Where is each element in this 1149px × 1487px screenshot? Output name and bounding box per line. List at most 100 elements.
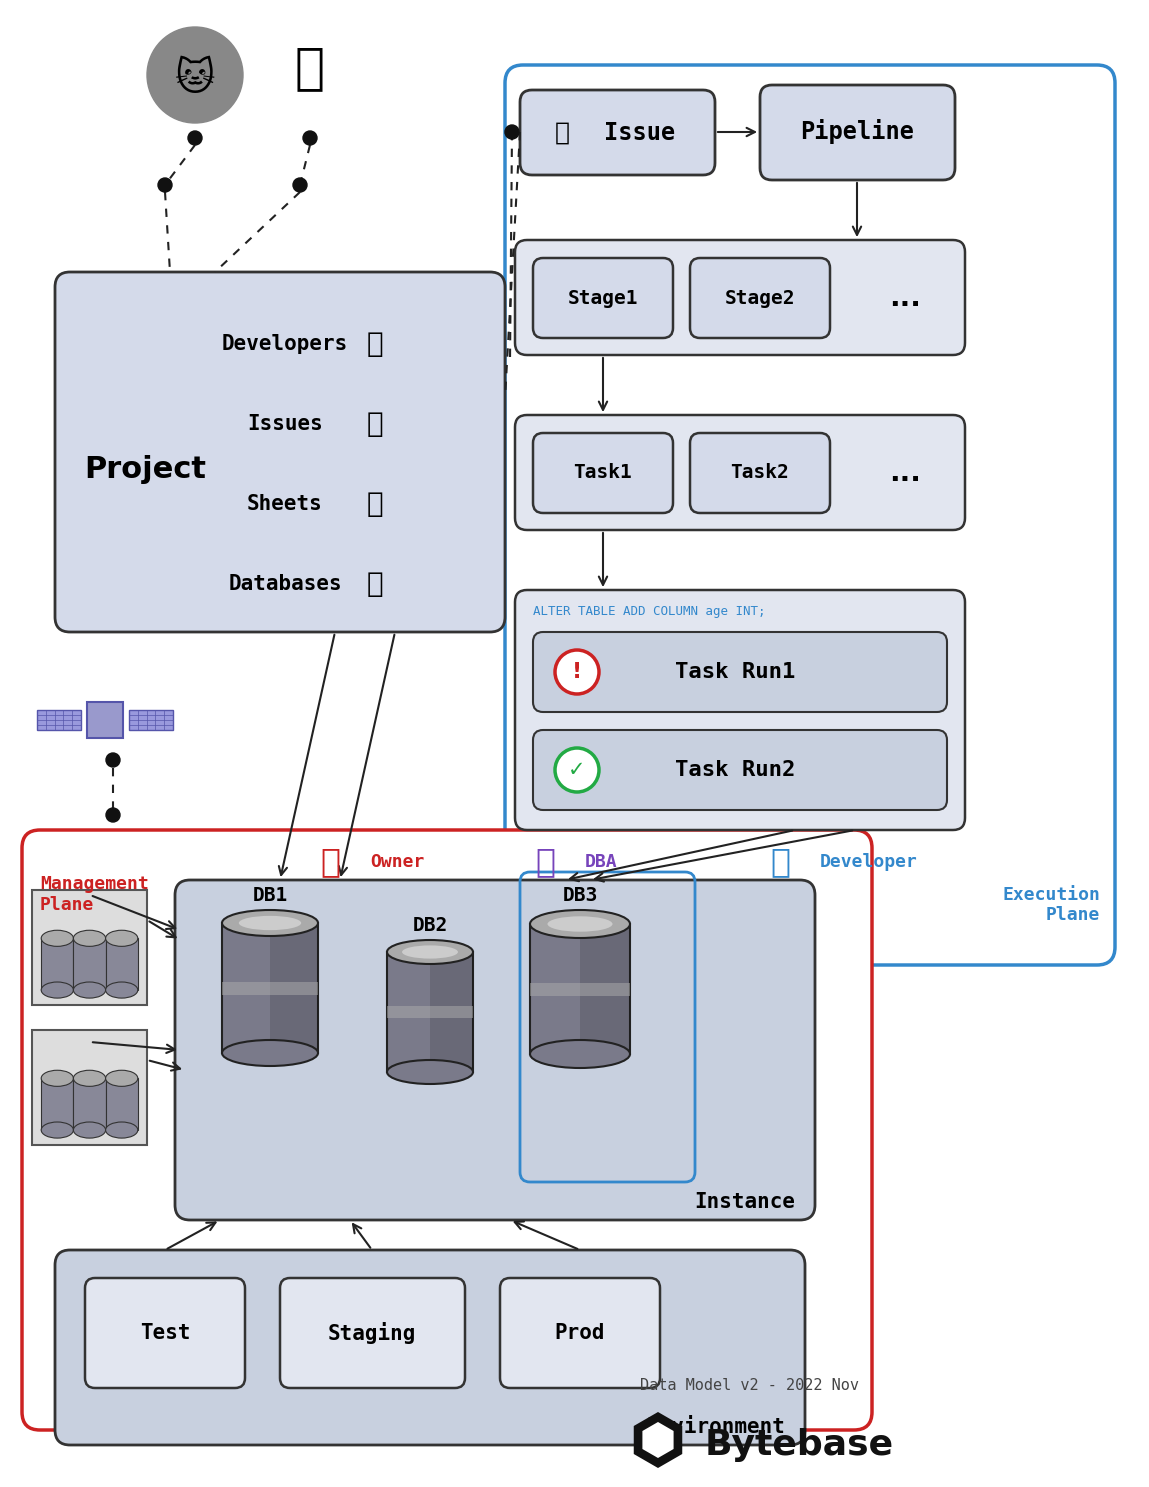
Text: Sheets: Sheets xyxy=(247,494,323,515)
FancyBboxPatch shape xyxy=(55,272,506,632)
Bar xyxy=(222,981,318,995)
Text: Task Run1: Task Run1 xyxy=(674,662,795,683)
FancyBboxPatch shape xyxy=(175,880,815,1219)
Text: Issue: Issue xyxy=(604,120,676,146)
Text: !: ! xyxy=(572,662,583,683)
Circle shape xyxy=(188,131,202,146)
Text: Developers: Developers xyxy=(222,335,348,354)
Text: Bytebase: Bytebase xyxy=(705,1428,894,1462)
Bar xyxy=(74,938,106,990)
Text: 🗄: 🗄 xyxy=(367,570,384,598)
Text: Environment: Environment xyxy=(646,1417,785,1436)
Ellipse shape xyxy=(41,931,74,946)
FancyBboxPatch shape xyxy=(515,590,965,830)
FancyBboxPatch shape xyxy=(691,259,830,338)
Bar xyxy=(41,1078,74,1130)
FancyBboxPatch shape xyxy=(515,239,965,355)
Ellipse shape xyxy=(74,931,106,946)
FancyBboxPatch shape xyxy=(85,1277,245,1387)
FancyBboxPatch shape xyxy=(533,259,673,338)
Text: DB3: DB3 xyxy=(562,886,597,906)
Bar xyxy=(106,1078,138,1130)
Text: Project: Project xyxy=(84,455,206,485)
FancyBboxPatch shape xyxy=(533,730,947,810)
Text: Staging: Staging xyxy=(327,1322,416,1344)
Text: Management
Plane: Management Plane xyxy=(40,874,148,915)
Ellipse shape xyxy=(41,981,74,998)
Bar xyxy=(530,923,630,1054)
Text: DB2: DB2 xyxy=(412,916,448,935)
Ellipse shape xyxy=(530,910,630,938)
Bar xyxy=(580,923,630,1054)
Ellipse shape xyxy=(222,1039,318,1066)
FancyBboxPatch shape xyxy=(22,830,872,1430)
Text: ...: ... xyxy=(889,459,921,488)
Text: ALTER TABLE ADD COLUMN age INT;: ALTER TABLE ADD COLUMN age INT; xyxy=(533,605,765,619)
Text: 🏷: 🏷 xyxy=(555,120,570,146)
Circle shape xyxy=(506,125,519,138)
Bar xyxy=(74,1078,106,1130)
Bar xyxy=(430,952,473,1072)
Text: 👥: 👥 xyxy=(367,330,384,358)
Ellipse shape xyxy=(74,981,106,998)
Ellipse shape xyxy=(106,981,138,998)
Ellipse shape xyxy=(222,910,318,935)
Text: Data Model v2 - 2022 Nov: Data Model v2 - 2022 Nov xyxy=(640,1377,859,1392)
Text: Task Run2: Task Run2 xyxy=(674,760,795,781)
Text: Owner: Owner xyxy=(370,854,424,871)
Bar xyxy=(530,983,630,995)
Ellipse shape xyxy=(74,1071,106,1087)
Bar xyxy=(270,923,318,1053)
Text: Execution
Plane: Execution Plane xyxy=(1002,886,1100,925)
Bar xyxy=(106,938,138,990)
FancyBboxPatch shape xyxy=(515,415,965,529)
Circle shape xyxy=(555,748,599,793)
Circle shape xyxy=(555,650,599,694)
Text: DBA: DBA xyxy=(585,854,618,871)
Text: 🧍: 🧍 xyxy=(535,846,555,879)
Circle shape xyxy=(147,27,242,123)
Ellipse shape xyxy=(402,946,458,959)
FancyBboxPatch shape xyxy=(533,433,673,513)
Bar xyxy=(129,709,173,730)
Text: 🦊: 🦊 xyxy=(295,45,325,92)
FancyBboxPatch shape xyxy=(520,91,715,175)
Text: Stage1: Stage1 xyxy=(568,288,638,308)
Text: Prod: Prod xyxy=(555,1323,606,1343)
Text: Instance: Instance xyxy=(694,1193,795,1212)
Bar xyxy=(387,1007,473,1019)
Text: Test: Test xyxy=(140,1323,191,1343)
Text: Stage2: Stage2 xyxy=(725,288,795,308)
Bar xyxy=(37,709,80,730)
Text: Pipeline: Pipeline xyxy=(800,119,913,144)
Bar xyxy=(41,938,74,990)
Ellipse shape xyxy=(41,1071,74,1087)
Ellipse shape xyxy=(387,1060,473,1084)
FancyBboxPatch shape xyxy=(759,85,955,180)
Ellipse shape xyxy=(239,916,301,931)
Ellipse shape xyxy=(106,1071,138,1087)
Bar xyxy=(32,1030,147,1145)
FancyBboxPatch shape xyxy=(280,1277,465,1387)
Ellipse shape xyxy=(530,1039,630,1068)
Text: DB1: DB1 xyxy=(253,886,287,906)
Ellipse shape xyxy=(387,940,473,964)
Bar xyxy=(87,702,123,738)
Polygon shape xyxy=(642,1422,673,1457)
FancyBboxPatch shape xyxy=(500,1277,660,1387)
FancyBboxPatch shape xyxy=(533,632,947,712)
Text: ✓: ✓ xyxy=(569,760,586,781)
Bar xyxy=(222,923,318,1053)
Circle shape xyxy=(303,131,317,146)
Ellipse shape xyxy=(41,1123,74,1138)
FancyBboxPatch shape xyxy=(55,1251,805,1445)
Text: Task1: Task1 xyxy=(573,464,632,482)
Text: 📄: 📄 xyxy=(367,491,384,517)
Text: 🧍: 🧍 xyxy=(770,846,791,879)
Ellipse shape xyxy=(106,931,138,946)
FancyBboxPatch shape xyxy=(691,433,830,513)
Text: Issues: Issues xyxy=(247,413,323,434)
Text: ...: ... xyxy=(889,284,921,312)
Text: Developer: Developer xyxy=(820,854,918,871)
FancyBboxPatch shape xyxy=(506,65,1115,965)
